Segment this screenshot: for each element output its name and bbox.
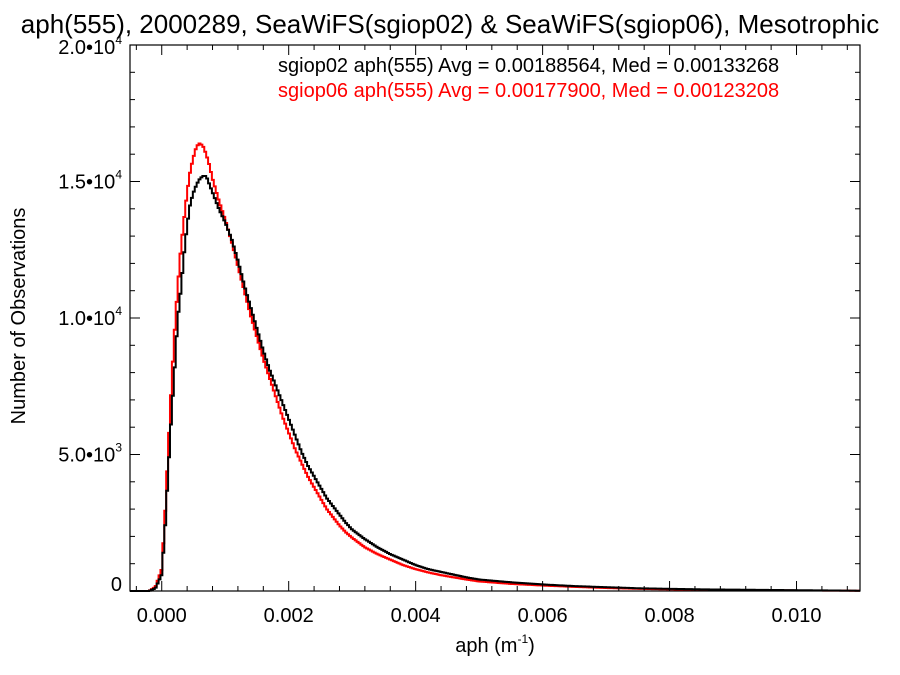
series-line-sgiop06 xyxy=(130,142,861,592)
x-axis-ticks: 0.000 0.002 0.004 0.006 0.008 0.010 xyxy=(135,45,848,627)
x-tick-label: 0.010 xyxy=(771,605,821,627)
series-line-sgiop02 xyxy=(130,175,861,592)
y-tick-label-base: 1.0•10 xyxy=(58,308,115,330)
y-tick-label-base: 1.5•10 xyxy=(58,172,115,194)
chart-title: aph(555), 2000289, SeaWiFS(sgiop02) & Se… xyxy=(21,9,879,39)
x-axis-label: aph (m-1) xyxy=(455,632,535,657)
legend-entry-sgiop02: sgiop02 aph(555) Avg = 0.00188564, Med =… xyxy=(278,55,779,77)
x-tick-label: 0.006 xyxy=(518,605,568,627)
y-tick-label-base: 0 xyxy=(111,574,122,596)
y-tick-label: 0 xyxy=(111,574,122,596)
y-tick-label-base: 2.0•10 xyxy=(58,37,115,59)
y-axis-label: Number of Observations xyxy=(8,208,30,425)
x-tick-label: 0.004 xyxy=(391,605,441,627)
y-tick-label-base: 5.0•10 xyxy=(58,445,115,467)
y-tick-label: 1.0•104 xyxy=(58,304,122,330)
x-axis-label-sup: -1 xyxy=(517,632,528,646)
x-tick-label: 0.002 xyxy=(264,605,314,627)
x-axis-label-end: ) xyxy=(528,635,535,657)
y-tick-label: 5.0•103 xyxy=(58,441,122,467)
y-tick-label-exponent: 3 xyxy=(115,441,122,455)
plot-frame xyxy=(129,44,861,592)
x-axis-label-base: aph (m xyxy=(455,635,517,657)
y-tick-label-exponent: 4 xyxy=(115,304,122,318)
y-tick-label: 2.0•104 xyxy=(58,33,122,59)
x-tick-label: 0.008 xyxy=(645,605,695,627)
plot-lines xyxy=(130,142,861,592)
y-tick-label-exponent: 4 xyxy=(115,33,122,47)
x-tick-label: 0.000 xyxy=(137,605,187,627)
y-tick-label-exponent: 4 xyxy=(115,168,122,182)
y-tick-label: 1.5•104 xyxy=(58,168,122,194)
legend-entry-sgiop06: sgiop06 aph(555) Avg = 0.00177900, Med =… xyxy=(278,80,779,102)
